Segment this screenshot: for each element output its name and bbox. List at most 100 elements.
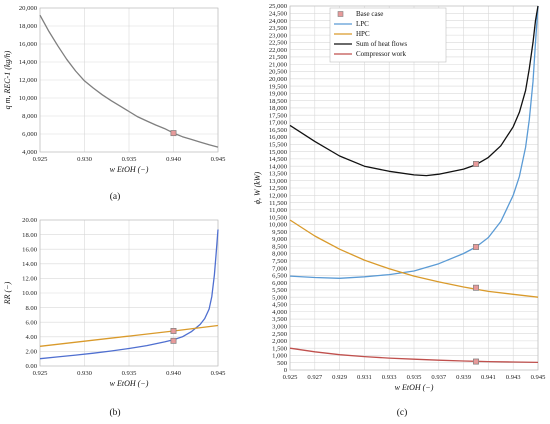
panel-a-chart: 4,000 6,000 8,000 10,000 12,000 14,000 16,000 1… [3, 5, 226, 174]
y-tick-label: 21,500 [269, 54, 288, 61]
series-line-0 [39, 229, 219, 360]
y-tick-label: 15,000 [269, 149, 288, 156]
series-line-0 [39, 14, 219, 148]
panel-b-tag: (b) [109, 407, 120, 418]
series-line-lpc [289, 5, 539, 279]
y-tick-label: 16,000 [19, 41, 38, 48]
y-tick-label: 4.00 [25, 334, 37, 341]
base-case-marker [170, 337, 177, 344]
legend-label-base-case: Base case [356, 10, 383, 18]
y-tick-label: 11,000 [269, 207, 288, 214]
y-tick-label: 22,500 [269, 40, 288, 47]
y-axis-label: RR (−) [3, 281, 12, 305]
y-tick-label: 20,000 [19, 5, 38, 12]
y-tick-label: 11,500 [269, 200, 288, 207]
x-tick-label: 0.935 [122, 370, 138, 377]
series-line-hpc [289, 219, 539, 298]
y-tick-label: 13,500 [269, 171, 288, 178]
x-axis-label: w EtOH (−) [395, 383, 434, 392]
legend-marker-base-case [337, 11, 344, 17]
x-tick-label: 0.945 [211, 370, 227, 377]
y-tick-label: 8,000 [272, 251, 288, 258]
x-tick-label: 0.940 [166, 156, 182, 163]
plot-frame [39, 219, 219, 367]
y-tick-label: 1,500 [272, 345, 288, 352]
y-axis-label: q m, REC-1 (kg/h) [3, 50, 12, 109]
x-tick-label: 0.930 [77, 370, 93, 377]
y-tick-label: 5,000 [272, 294, 288, 301]
y-tick-label: 18,500 [269, 98, 288, 105]
y-tick-label: 17,500 [269, 112, 288, 119]
y-tick-label: 18,000 [19, 23, 38, 30]
y-tick-label: 8,000 [22, 113, 38, 120]
x-axis-label: w EtOH (−) [110, 165, 149, 174]
y-tick-label: 14,500 [269, 156, 288, 163]
y-tick-label: 23,500 [269, 25, 288, 32]
y-tick-label: 21,000 [269, 61, 288, 68]
y-tick-label: 6,000 [272, 280, 288, 287]
y-tick-label: 16,000 [269, 134, 288, 141]
y-tick-label: 22,000 [269, 47, 288, 54]
legend-label-hpc: HPC [356, 30, 370, 38]
y-tick-label: 18,000 [269, 105, 288, 112]
legend-label-sum-of-heat-flows: Sum of heat flows [356, 40, 407, 48]
y-tick-label: 10,000 [269, 222, 288, 229]
y-tick-label: 16.00 [22, 246, 38, 253]
y-tick-label: 0.00 [25, 363, 37, 370]
y-tick-label: 17,000 [269, 120, 288, 127]
y-tick-label: 6,000 [22, 131, 38, 138]
legend-label-compressor-work: Compressor work [356, 50, 406, 58]
y-tick-label: 24,500 [269, 10, 288, 17]
y-tick-label: 24,000 [269, 18, 288, 25]
x-tick-label: 0.933 [382, 374, 398, 381]
base-case-marker [473, 244, 479, 250]
x-tick-label: 0.945 [531, 374, 547, 381]
y-tick-label: 12,000 [19, 77, 38, 84]
y-tick-label: 19,500 [269, 83, 288, 90]
base-case-marker [170, 328, 177, 334]
y-tick-label: 12.00 [22, 276, 38, 283]
y-tick-label: 7,000 [272, 265, 288, 272]
y-tick-label: 14.00 [22, 261, 38, 268]
x-tick-label: 0.937 [431, 374, 447, 381]
x-tick-label: 0.945 [211, 156, 227, 163]
y-tick-label: 1,000 [272, 353, 288, 360]
x-tick-label: 0.935 [407, 374, 423, 381]
y-tick-label: 15,500 [269, 142, 288, 149]
y-tick-label: 9,500 [272, 229, 288, 236]
y-tick-label: 500 [277, 360, 288, 367]
panel-a-tag: (a) [110, 191, 121, 202]
x-tick-label: 0.931 [357, 374, 372, 381]
base-case-marker [473, 284, 479, 291]
x-tick-label: 0.925 [33, 156, 49, 163]
y-tick-label: 2,000 [272, 338, 288, 345]
y-tick-label: 16,500 [269, 127, 288, 134]
y-tick-label: 6.00 [25, 319, 37, 326]
series-line-1 [39, 324, 219, 347]
y-tick-label: 10.00 [22, 290, 38, 297]
y-tick-label: 19,000 [269, 91, 288, 98]
y-tick-label: 2,500 [272, 331, 288, 338]
x-tick-label: 0.940 [166, 370, 182, 377]
x-tick-label: 0.929 [332, 374, 348, 381]
base-case-marker [170, 130, 177, 137]
x-axis-label: w EtOH (−) [110, 379, 149, 388]
y-tick-label: 20,000 [269, 76, 288, 83]
base-case-marker [473, 161, 479, 167]
y-tick-label: 9,000 [272, 236, 288, 243]
y-tick-label: 7,500 [272, 258, 288, 265]
series-line-compressor-work [289, 347, 539, 364]
plot-frame [289, 5, 539, 371]
panel-c-tag: (c) [397, 407, 408, 418]
y-tick-label: 20,500 [269, 69, 288, 76]
plot-frame [39, 7, 219, 153]
x-tick-label: 0.927 [307, 374, 323, 381]
y-tick-label: 3,500 [272, 316, 288, 323]
y-tick-label: 18.00 [22, 232, 38, 239]
y-tick-label: 6,500 [272, 273, 288, 280]
panel-b-chart: 0.00 2.00 4.00 6.00 8.00 10.00 12.00 14.00 16.00… [3, 217, 226, 388]
panel-c-chart: 05001,0001,5002,0002,5003,0003,5004,0004… [253, 3, 546, 392]
y-tick-label: 4,500 [272, 302, 288, 309]
x-tick-label: 0.925 [283, 374, 299, 381]
